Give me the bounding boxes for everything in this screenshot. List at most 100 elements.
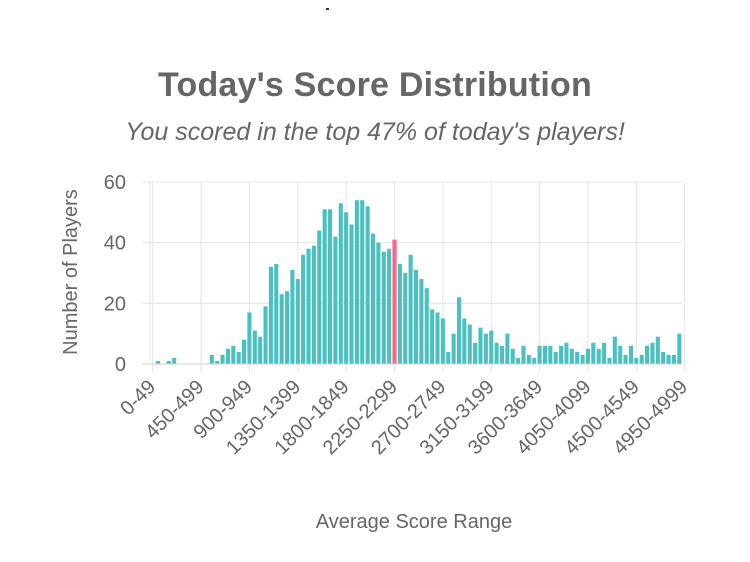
bar — [607, 357, 612, 364]
bar — [564, 342, 569, 364]
bar — [548, 345, 553, 364]
bar — [623, 354, 628, 364]
bar — [403, 273, 408, 364]
bar — [370, 233, 376, 364]
x-tick-label: 0-49 — [116, 376, 160, 420]
bars — [156, 200, 682, 364]
bar — [430, 309, 435, 364]
bar — [569, 348, 574, 364]
bar — [575, 351, 580, 364]
bar — [360, 200, 365, 364]
bar — [306, 248, 311, 364]
bar — [327, 209, 333, 364]
bar — [397, 263, 402, 364]
bar — [505, 333, 510, 364]
bar — [521, 345, 526, 364]
bar — [628, 345, 633, 364]
bar — [499, 345, 505, 364]
bar — [645, 345, 650, 364]
bar — [408, 254, 413, 364]
bar — [655, 336, 660, 364]
y-tick-label: 0 — [115, 354, 126, 376]
bar — [172, 357, 177, 364]
bar — [559, 345, 564, 364]
bar — [671, 354, 676, 364]
bar — [440, 318, 445, 364]
bar — [591, 342, 596, 364]
bar — [311, 245, 316, 364]
bar — [510, 348, 515, 364]
bar — [252, 330, 257, 364]
bar — [387, 248, 392, 364]
bar — [446, 351, 451, 364]
y-tick-label: 20 — [104, 293, 126, 315]
bar — [542, 345, 548, 364]
top-edge-mark — [326, 8, 329, 10]
bar — [317, 230, 322, 364]
highlighted-bar — [392, 239, 397, 364]
y-tick-label: 60 — [104, 172, 126, 194]
bar — [376, 242, 381, 364]
chart-title: Today's Score Distribution — [158, 66, 592, 104]
bar — [258, 336, 263, 364]
bar — [215, 360, 220, 364]
bar — [478, 327, 483, 364]
bar — [344, 212, 349, 364]
bar — [489, 330, 494, 364]
bar — [413, 269, 419, 364]
bar — [456, 297, 462, 364]
bar — [661, 351, 666, 364]
bar — [241, 339, 247, 364]
bar — [634, 357, 639, 364]
bar — [333, 236, 338, 364]
bar — [467, 324, 472, 364]
bar — [295, 279, 300, 364]
bar — [585, 348, 591, 364]
y-axis-label: Number of Players — [60, 189, 82, 355]
bar — [580, 354, 585, 364]
bar — [284, 291, 290, 364]
bar — [290, 269, 295, 364]
bar — [612, 336, 617, 364]
bar — [473, 342, 478, 364]
bar — [419, 279, 424, 364]
bar — [231, 345, 236, 364]
bar — [424, 288, 429, 364]
bar — [618, 345, 623, 364]
bar — [526, 354, 531, 364]
bar — [553, 351, 558, 364]
bar — [279, 294, 284, 364]
bar — [268, 266, 273, 364]
bar — [301, 254, 306, 364]
bar — [451, 333, 456, 364]
bar — [677, 333, 682, 364]
bar — [354, 200, 359, 364]
bar — [365, 206, 370, 364]
bar — [462, 318, 467, 364]
bar — [263, 306, 268, 364]
bar — [236, 351, 241, 364]
grid-lines — [142, 181, 686, 372]
bar — [494, 342, 499, 364]
x-axis-label: Average Score Range — [316, 511, 512, 533]
bar — [483, 333, 488, 364]
bar — [209, 354, 214, 364]
bar — [247, 312, 252, 364]
bar — [666, 354, 671, 364]
bar — [516, 357, 521, 364]
bar — [596, 348, 601, 364]
bar — [166, 360, 171, 364]
bar — [220, 354, 225, 364]
bar — [322, 209, 327, 364]
bar — [532, 357, 537, 364]
y-tick-label: 40 — [104, 233, 126, 255]
bar — [639, 354, 644, 364]
bar — [435, 312, 440, 364]
bar — [602, 342, 607, 364]
bar — [381, 251, 386, 364]
bar — [156, 360, 161, 364]
bar — [349, 224, 354, 364]
bar — [537, 345, 542, 364]
bar — [338, 203, 343, 364]
